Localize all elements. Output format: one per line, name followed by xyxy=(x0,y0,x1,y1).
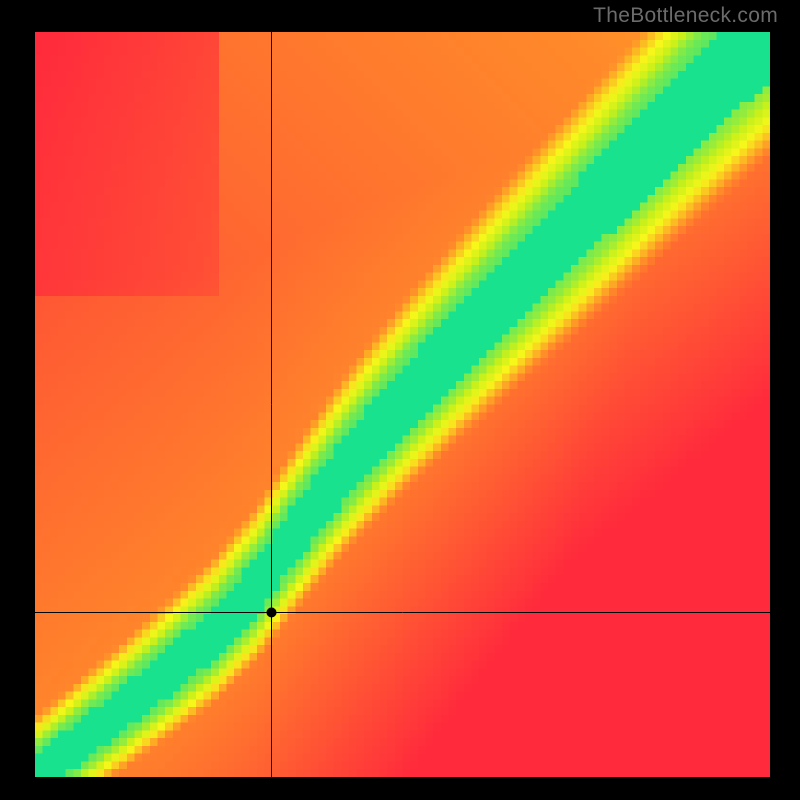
chart-container: TheBottleneck.com xyxy=(0,0,800,800)
watermark-text: TheBottleneck.com xyxy=(593,4,778,28)
overlay-canvas xyxy=(35,32,770,777)
